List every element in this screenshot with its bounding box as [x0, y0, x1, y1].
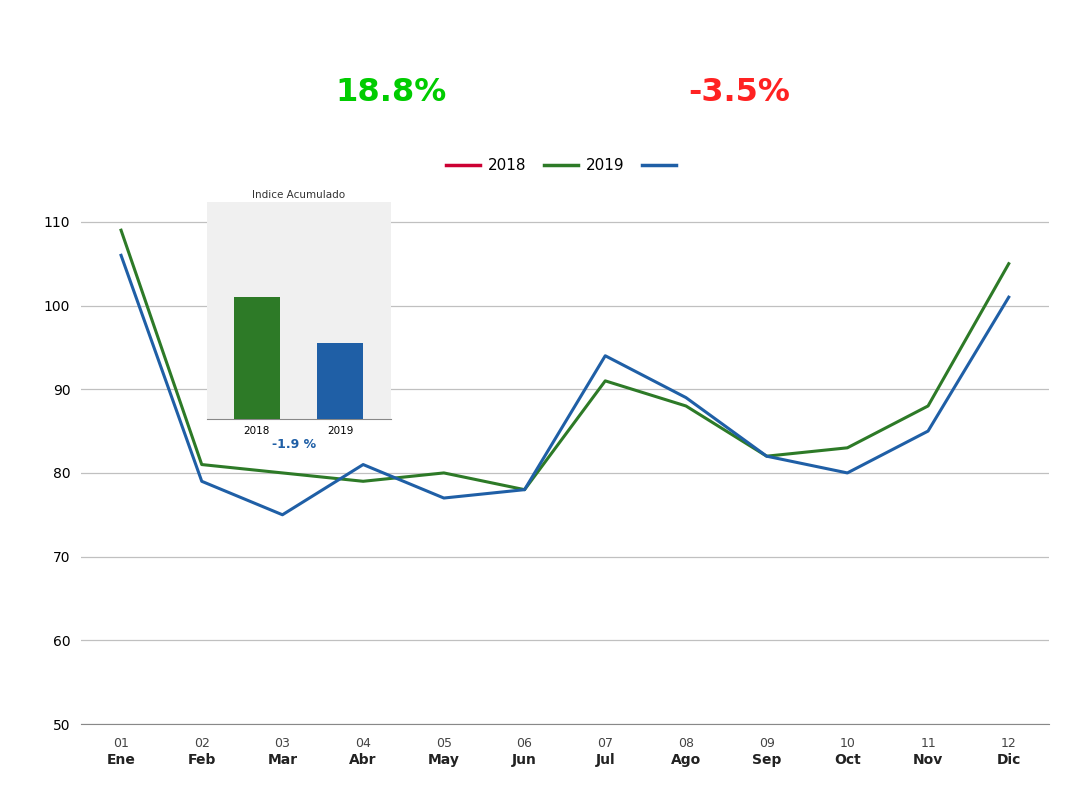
Text: Abr: Abr [350, 754, 377, 767]
Text: Sep: Sep [752, 754, 781, 767]
Text: May: May [428, 754, 459, 767]
Text: Dic: Dic [996, 754, 1021, 767]
Text: Oct: Oct [834, 754, 861, 767]
Text: 04: 04 [355, 737, 371, 750]
Text: Feb: Feb [187, 754, 216, 767]
Text: Jun: Jun [512, 754, 537, 767]
Text: 11: 11 [920, 737, 936, 750]
Text: 10: 10 [839, 737, 855, 750]
Text: 08: 08 [678, 737, 694, 750]
Text: Mar: Mar [268, 754, 297, 767]
Text: 18.8%: 18.8% [335, 78, 447, 108]
Text: 01: 01 [113, 737, 129, 750]
Text: VARIACIÓN
ANUAL: VARIACIÓN ANUAL [866, 75, 942, 106]
Text: 02: 02 [194, 737, 210, 750]
Text: 09: 09 [759, 737, 775, 750]
Text: 05: 05 [436, 737, 452, 750]
Text: 03: 03 [274, 737, 291, 750]
Text: Ene: Ene [107, 754, 136, 767]
Text: Jul: Jul [595, 754, 615, 767]
Text: Diciembre
2019: Diciembre 2019 [187, 77, 265, 109]
Text: -3.5%: -3.5% [689, 78, 790, 108]
Text: 07: 07 [597, 737, 613, 750]
Text: Nov: Nov [912, 754, 944, 767]
Text: 12: 12 [1001, 737, 1017, 750]
Text: Centros Comerciales - Indice Nacional Shoppertrak: Centros Comerciales - Indice Nacional Sh… [265, 39, 865, 59]
Text: Ago: Ago [670, 754, 702, 767]
Text: VARIACIÓN
MENSUAL: VARIACIÓN MENSUAL [527, 75, 603, 106]
Legend: 2018, 2019, : 2018, 2019, [440, 152, 690, 179]
Text: -1.9 %: -1.9 % [271, 438, 316, 451]
Text: 06: 06 [516, 737, 533, 750]
